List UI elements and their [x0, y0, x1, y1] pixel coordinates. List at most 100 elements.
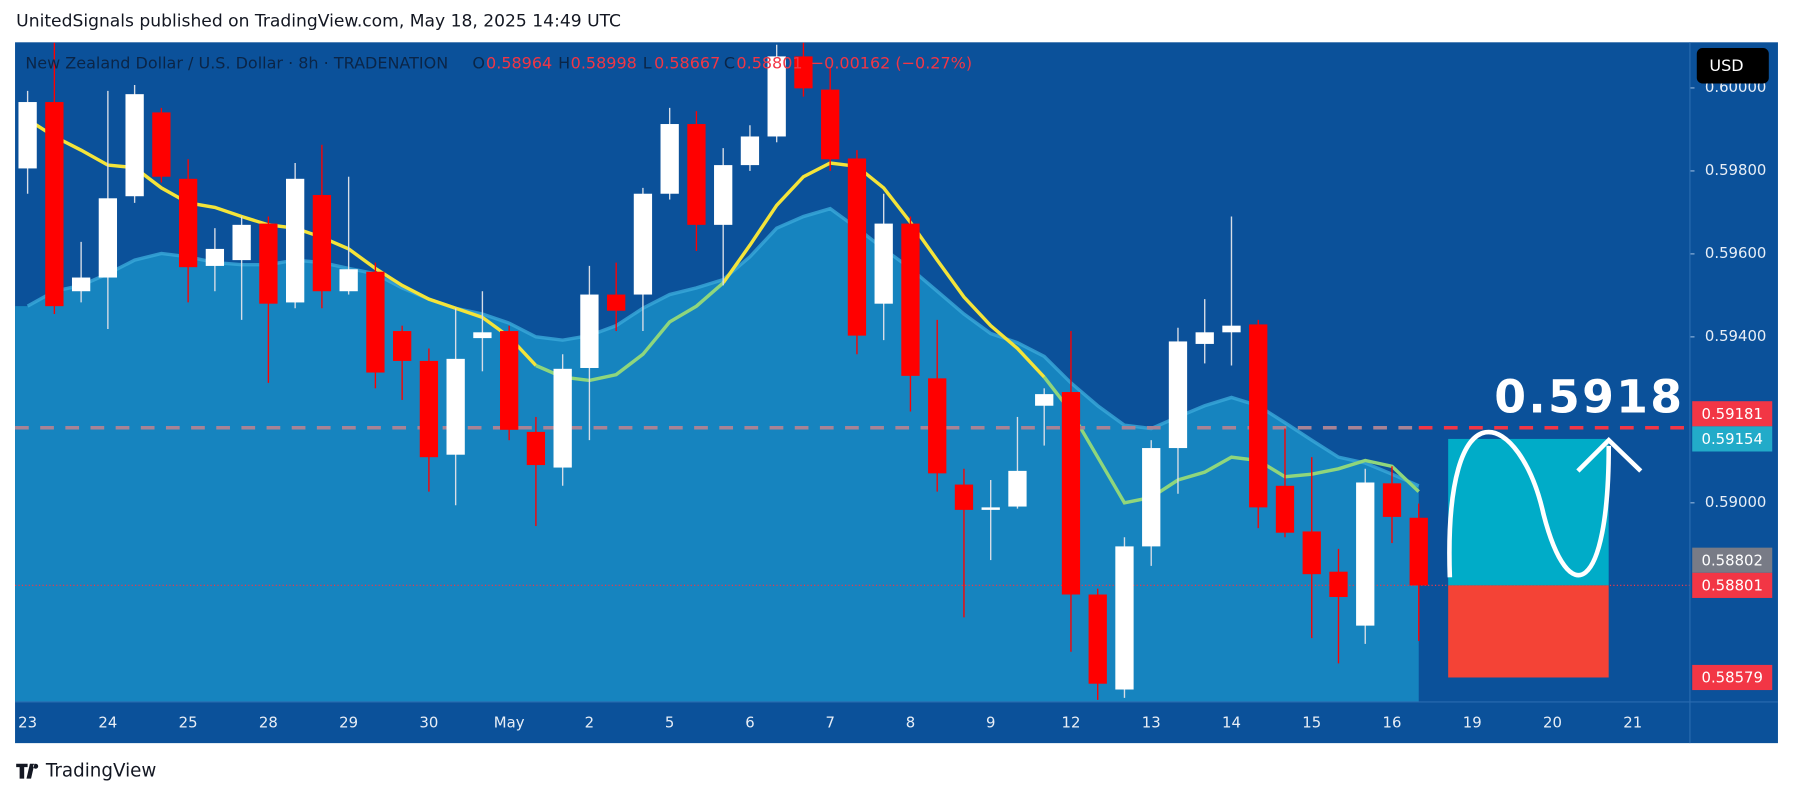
- x-tick-label: 13: [1142, 714, 1161, 732]
- candle-body: [1382, 483, 1402, 517]
- candle-body: [1329, 571, 1348, 598]
- ohlc-value: 0.58667: [654, 54, 720, 73]
- symbol-title: New Zealand Dollar / U.S. Dollar · 8h · …: [25, 54, 448, 73]
- candle-body: [1168, 341, 1188, 449]
- candle-body: [339, 269, 358, 292]
- candle-body: [178, 178, 198, 268]
- x-tick-label: 20: [1543, 714, 1562, 732]
- currency-label[interactable]: USD: [1709, 56, 1743, 75]
- candle-body: [1088, 594, 1107, 684]
- candle-body: [419, 360, 439, 458]
- x-tick-label: 23: [18, 714, 37, 732]
- candle-body: [767, 56, 786, 137]
- path-drawing: [1447, 430, 1612, 578]
- candle-body: [259, 223, 278, 304]
- y-tick-label: 0.59800: [1705, 161, 1766, 179]
- ohlc-key: L: [643, 54, 652, 73]
- change: −0.00162 (−0.27%): [811, 54, 972, 73]
- y-tick-label: 0.59400: [1705, 327, 1766, 345]
- candle-body: [473, 332, 492, 339]
- x-tick-label: 25: [179, 714, 198, 732]
- symbol-header: New Zealand Dollar / U.S. Dollar · 8h · …: [25, 54, 972, 73]
- candle-body: [366, 271, 385, 373]
- candle-body: [312, 194, 332, 292]
- price-label-bg: [1692, 401, 1773, 427]
- price-label: 0.59181: [1702, 405, 1763, 423]
- candle-body: [1035, 394, 1054, 406]
- x-tick-label: 8: [906, 714, 915, 732]
- candle-body: [901, 223, 920, 376]
- publish-header: UnitedSignals published on TradingView.c…: [16, 12, 621, 32]
- candle-body: [847, 158, 867, 336]
- price-label-bg: [1692, 572, 1773, 598]
- candle-body: [1356, 482, 1375, 626]
- currency-button[interactable]: [1696, 48, 1769, 84]
- footer-brand: TradingView: [45, 761, 157, 782]
- x-tick-label: 21: [1623, 714, 1642, 732]
- candle-body: [1008, 470, 1027, 507]
- ma-line: [26, 118, 1046, 379]
- price-label-bg: [1692, 426, 1773, 452]
- ohlc-value: 0.58998: [571, 54, 637, 73]
- candle-body: [874, 223, 893, 304]
- x-tick-label: 12: [1062, 714, 1081, 732]
- x-tick-label: 6: [745, 714, 754, 732]
- candle-body: [205, 248, 225, 266]
- y-tick-label: 0.59600: [1705, 244, 1766, 262]
- candle-body: [1115, 546, 1134, 690]
- candle-body: [71, 277, 91, 292]
- plot-area: [15, 42, 1690, 702]
- candle-body: [687, 124, 706, 225]
- price-label: 0.58579: [1702, 669, 1763, 687]
- price-label: 0.59154: [1702, 430, 1763, 448]
- candle-body: [633, 193, 653, 295]
- candle-body: [18, 102, 37, 169]
- candle-body: [285, 178, 305, 303]
- candle-body: [553, 368, 572, 468]
- price-label: 0.58802: [1702, 551, 1763, 569]
- x-tick-label: 14: [1222, 714, 1241, 732]
- price-label-bg: [1692, 664, 1773, 691]
- x-tick-label: 19: [1463, 714, 1482, 732]
- tradingview-logo: TradingView: [16, 761, 156, 782]
- candle-body: [1302, 531, 1321, 575]
- candle-body: [526, 431, 546, 466]
- candle-body: [660, 124, 679, 194]
- x-tick-label: 5: [665, 714, 674, 732]
- x-tick-label: May: [494, 714, 525, 732]
- target-annotation: 0.5918: [1494, 371, 1684, 424]
- x-tick-label: 28: [259, 714, 278, 732]
- stop-box: [1448, 585, 1609, 678]
- candle-body: [500, 331, 519, 430]
- candle-body: [446, 358, 465, 455]
- target-box: [1448, 438, 1609, 586]
- candle-body: [580, 294, 599, 368]
- ohlc-key: H: [558, 54, 570, 73]
- candle-body: [152, 112, 171, 177]
- candle-body: [607, 294, 626, 311]
- candle-body: [740, 136, 760, 166]
- x-tick-label: 7: [825, 714, 834, 732]
- x-tick-label: 15: [1302, 714, 1321, 732]
- candle-body: [1249, 324, 1268, 508]
- candle-body: [1195, 332, 1214, 344]
- ohlc-key: C: [724, 54, 735, 73]
- ohlc-value: 0.58964: [486, 54, 552, 73]
- candle-body: [1061, 392, 1081, 595]
- candle-body: [1275, 485, 1295, 533]
- candle-body: [45, 102, 64, 307]
- arrow-head: [1576, 436, 1643, 473]
- x-tick-label: 9: [986, 714, 995, 732]
- x-tick-label: 30: [419, 714, 438, 732]
- candle-body: [928, 378, 947, 474]
- candle-body: [714, 165, 733, 225]
- candle-body: [1142, 448, 1161, 547]
- candle-body: [1409, 517, 1428, 586]
- candle-body: [98, 198, 118, 278]
- candle-body: [821, 89, 840, 160]
- ohlc-value: 0.58801: [736, 54, 802, 73]
- y-tick-label: 0.59000: [1705, 493, 1766, 511]
- candle-body: [954, 484, 974, 510]
